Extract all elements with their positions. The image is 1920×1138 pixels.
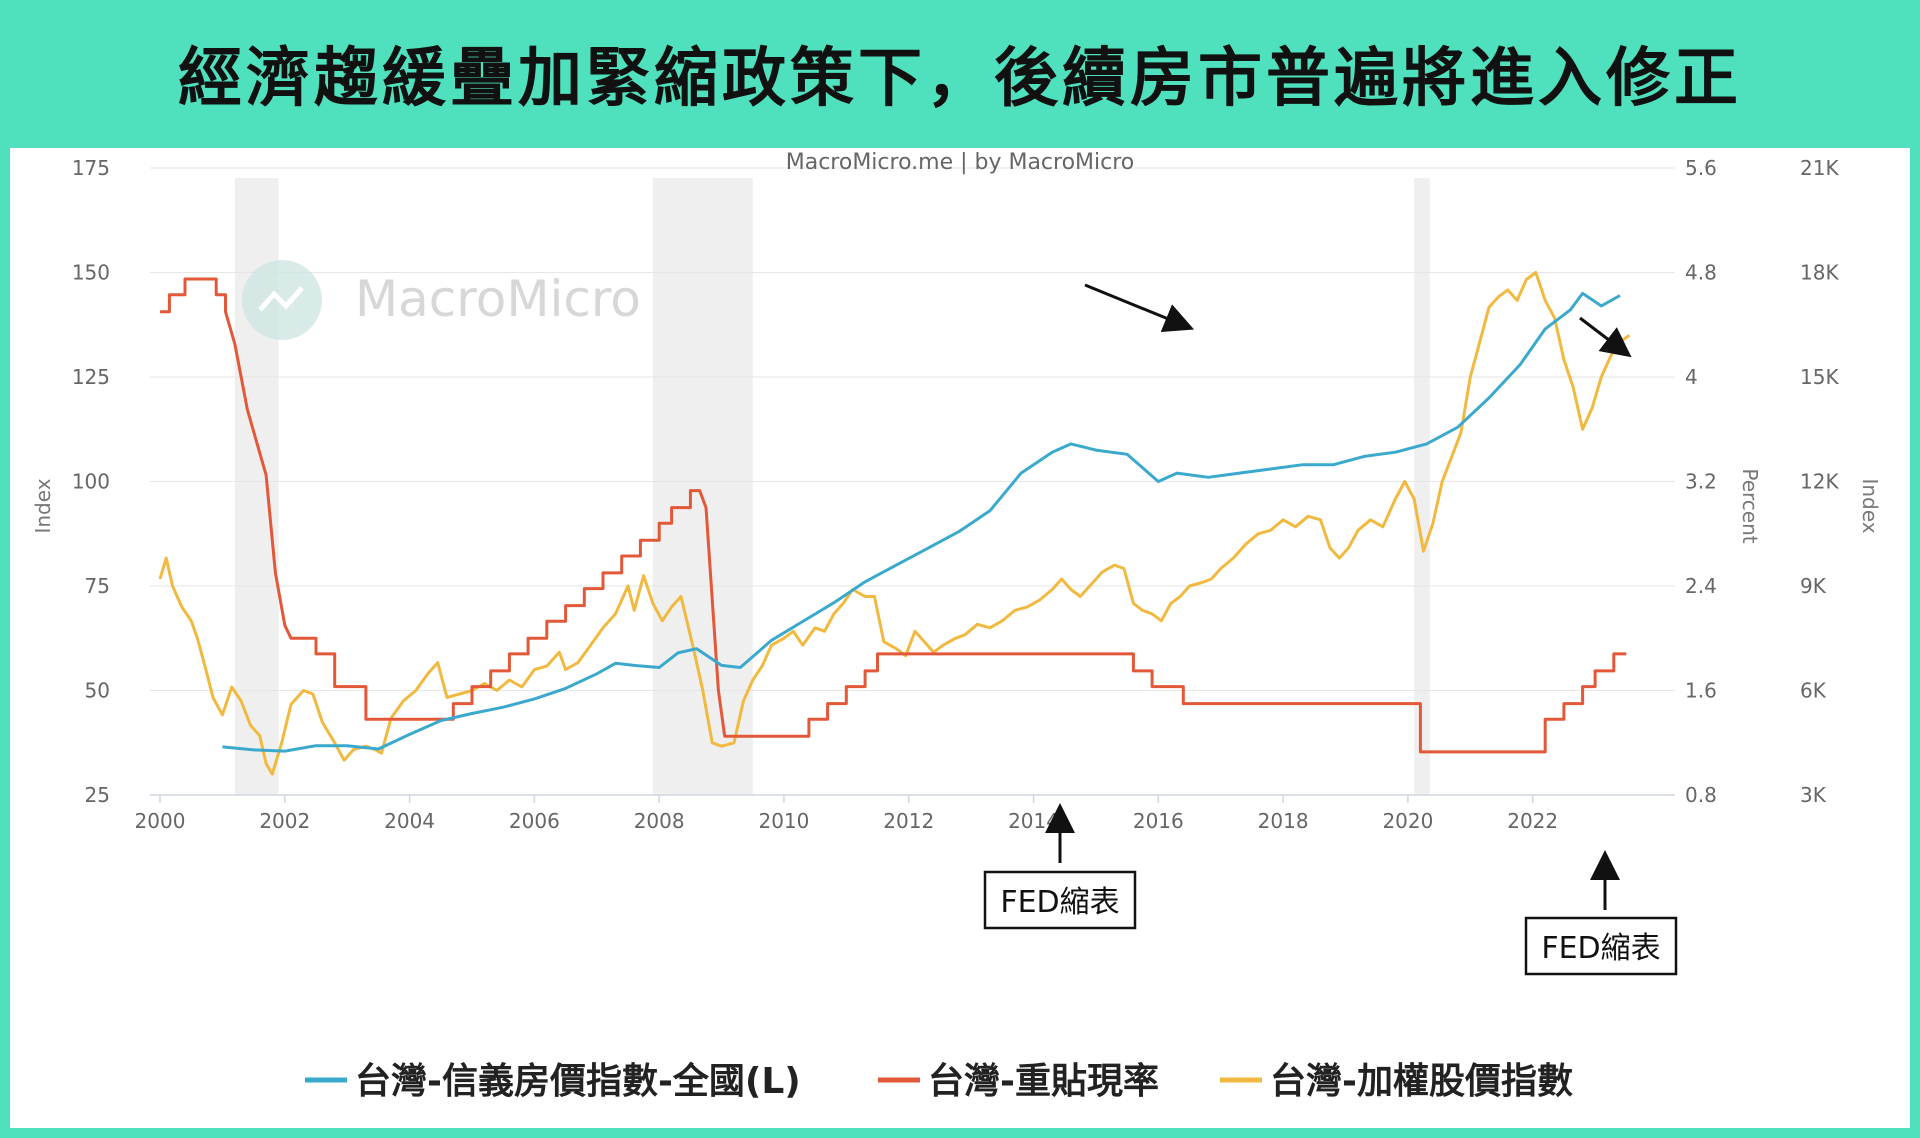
x-axis-tick-label: 2002 — [259, 809, 310, 833]
right-axis-2-label: Index — [1858, 478, 1882, 533]
left-axis-tick-label: 175 — [72, 156, 110, 180]
right-axis-2-tick-label: 12K — [1800, 470, 1839, 494]
legend: 台灣-信義房價指數-全國(L) 台灣-重貼現率 台灣-加權股價指數 — [305, 1060, 1573, 1102]
x-axis-tick-label: 2000 — [135, 809, 186, 833]
right-axis-2-tick-label: 6K — [1800, 679, 1827, 703]
watermark-text: MacroMicro — [355, 270, 641, 328]
series-line-right1 — [160, 277, 1627, 754]
left-axis-ticks: 25 50 75 100 125 150 175 — [72, 156, 110, 807]
right-axis-1-ticks: 0.8 1.6 2.4 3.2 4 4.8 5.6 — [1685, 156, 1717, 807]
left-axis-label: Index — [31, 478, 55, 533]
x-axis-tick-label: 2004 — [384, 809, 435, 833]
x-axis-tick-label: 2020 — [1382, 809, 1433, 833]
right-axis-1-label: Percent — [1738, 468, 1762, 543]
right-axis-1-tick-label: 5.6 — [1685, 156, 1717, 180]
x-axis-tick-label: 2018 — [1258, 809, 1309, 833]
right-axis-1-tick-label: 4.8 — [1685, 261, 1717, 285]
gridlines — [150, 167, 1675, 796]
x-axis-tick-label: 2012 — [883, 809, 934, 833]
left-axis-tick-label: 75 — [85, 574, 110, 598]
annotation-arrow-down-icon — [1579, 316, 1632, 358]
right-axis-2-tick-label: 9K — [1800, 574, 1827, 598]
banner-title: 經濟趨緩疊加緊縮政策下，後續房市普遍將進入修正 — [178, 41, 1742, 116]
right-axis-2-tick-label: 18K — [1800, 261, 1839, 285]
legend-item-house-price[interactable]: 台灣-信義房價指數-全國(L) — [305, 1060, 801, 1102]
x-axis-tick-label: 2014 — [1008, 809, 1059, 833]
annotation-box-2: FED縮表 — [1524, 916, 1678, 976]
recession-band — [1414, 178, 1430, 795]
annotation-label-1: FED縮表 — [1000, 885, 1119, 920]
series-line-left — [222, 291, 1621, 753]
legend-item-taiex[interactable]: 台灣-加權股價指數 — [1220, 1061, 1573, 1102]
right-axis-2-tick-label: 3K — [1800, 783, 1827, 807]
x-axis-ticks: 2000 2002 2004 2006 2008 2010 2012 2014 2016 2018… — [135, 795, 1558, 833]
left-axis-tick-label: 125 — [72, 365, 110, 389]
annotation-label-2: FED縮表 — [1541, 931, 1660, 966]
x-axis-tick-label: 2016 — [1133, 809, 1184, 833]
left-axis-tick-label: 150 — [72, 261, 110, 285]
watermark: MacroMicro — [242, 260, 641, 340]
left-axis-tick-label: 25 — [85, 783, 110, 807]
left-axis-tick-label: 50 — [85, 679, 110, 703]
chart-source: MacroMicro.me | by MacroMicro — [786, 150, 1135, 175]
right-axis-2-tick-label: 21K — [1800, 156, 1839, 180]
legend-label-house-price: 台灣-信義房價指數-全國(L) — [355, 1060, 801, 1102]
x-axis-tick-label: 2022 — [1507, 809, 1558, 833]
x-axis-tick-label: 2006 — [509, 809, 560, 833]
chart-svg: MacroMicro MacroMicro.me | by MacroMicro… — [31, 150, 1882, 1102]
right-axis-1-tick-label: 4 — [1685, 365, 1698, 389]
series-lines — [158, 271, 1631, 776]
legend-item-discount-rate[interactable]: 台灣-重貼現率 — [878, 1061, 1159, 1102]
right-axis-1-tick-label: 3.2 — [1685, 470, 1717, 494]
right-axis-1-tick-label: 2.4 — [1685, 574, 1717, 598]
chart-panel: MacroMicro MacroMicro.me | by MacroMicro… — [10, 148, 1910, 1128]
right-axis-2-tick-label: 15K — [1800, 365, 1839, 389]
x-axis-tick-label: 2010 — [758, 809, 809, 833]
recession-band — [652, 178, 753, 795]
right-axis-1-tick-label: 0.8 — [1685, 783, 1717, 807]
annotation-arrow-down-icon — [1084, 283, 1195, 333]
watermark-logo-line-icon — [258, 286, 304, 312]
legend-label-discount-rate: 台灣-重貼現率 — [928, 1061, 1159, 1102]
right-axis-2-ticks: 3K 6K 9K 12K 15K 18K 21K — [1800, 156, 1839, 807]
banner: 經濟趨緩疊加緊縮政策下，後續房市普遍將進入修正 — [0, 0, 1920, 145]
series-line-right2 — [158, 271, 1631, 776]
x-axis-tick-label: 2008 — [634, 809, 685, 833]
right-axis-1-tick-label: 1.6 — [1685, 679, 1717, 703]
legend-label-taiex: 台灣-加權股價指數 — [1270, 1061, 1573, 1102]
left-axis-tick-label: 100 — [72, 470, 110, 494]
annotation-box-1: FED縮表 — [983, 870, 1137, 930]
